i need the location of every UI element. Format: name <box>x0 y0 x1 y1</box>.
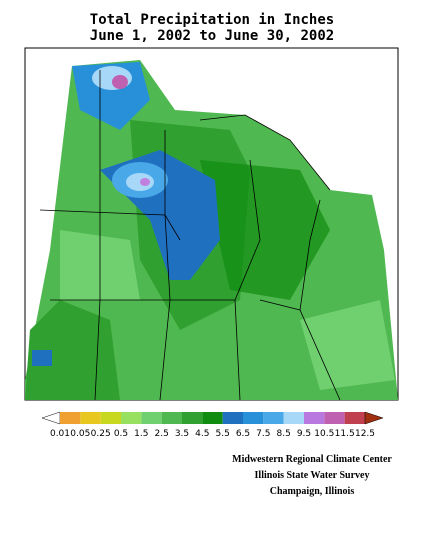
legend-swatch <box>121 412 142 424</box>
legend-label: 7.5 <box>256 429 270 439</box>
credits: Midwestern Regional Climate Center Illino… <box>232 454 392 497</box>
legend-swatch <box>202 412 223 424</box>
credit-line: Champaign, Illinois <box>270 486 355 497</box>
legend-swatch <box>263 412 284 424</box>
legend-label: 4.5 <box>195 429 209 439</box>
legend-swatch <box>80 412 101 424</box>
legend-label: 5.5 <box>216 429 230 439</box>
legend-label: 9.5 <box>297 429 311 439</box>
legend-swatch <box>141 412 162 424</box>
legend-swatch <box>283 412 304 424</box>
map-subtitle: June 1, 2002 to June 30, 2002 <box>90 28 334 44</box>
legend-label: 0.05 <box>70 429 90 439</box>
legend-label: 0.01 <box>50 429 70 439</box>
credit-line: Illinois State Water Survey <box>255 470 370 481</box>
map-title: Total Precipitation in Inches <box>90 12 334 28</box>
legend-arrow <box>364 411 384 425</box>
legend-swatch <box>100 412 121 424</box>
legend-swatch <box>222 412 243 424</box>
legend-label: 11.5 <box>335 429 355 439</box>
legend-swatch <box>304 412 325 424</box>
legend-swatch <box>344 412 365 424</box>
legend-label: 0.5 <box>114 429 128 439</box>
legend-label: 3.5 <box>175 429 189 439</box>
legend-swatch <box>182 412 203 424</box>
legend-swatch <box>243 412 264 424</box>
legend-label: 2.5 <box>155 429 169 439</box>
legend-label: 8.5 <box>277 429 291 439</box>
legend-label: 12.5 <box>355 429 375 439</box>
legend: 0.01 0.05 0.25 0.5 1.5 2.5 3.5 4.5 5.5 6.5 7.5 8.5 9… <box>41 411 384 439</box>
legend-label: 1.5 <box>134 429 148 439</box>
legend-swatch <box>60 412 81 424</box>
legend-label: 6.5 <box>236 429 250 439</box>
legend-swatch <box>324 412 345 424</box>
legend-label: 10.5 <box>314 429 334 439</box>
map <box>24 47 399 401</box>
legend-arrow <box>41 411 61 425</box>
legend-label: 0.25 <box>91 429 111 439</box>
credit-line: Midwestern Regional Climate Center <box>232 454 392 465</box>
legend-swatch <box>161 412 182 424</box>
